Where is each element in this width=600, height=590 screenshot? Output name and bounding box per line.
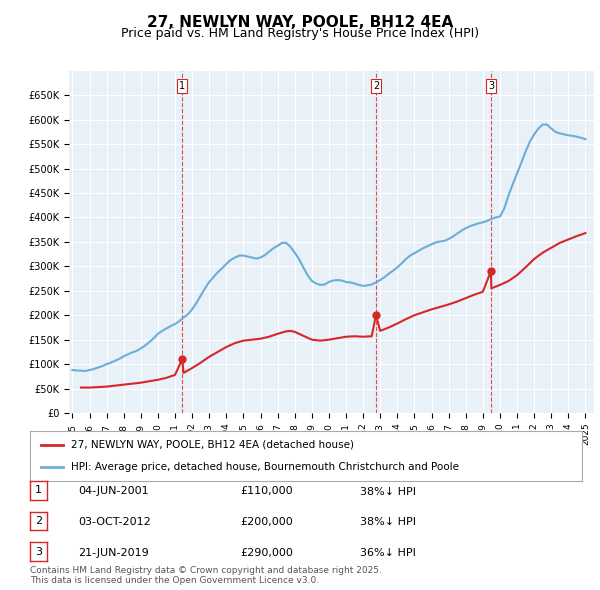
Text: 04-JUN-2001: 04-JUN-2001 — [78, 487, 149, 496]
Text: £290,000: £290,000 — [240, 548, 293, 558]
Text: 1: 1 — [35, 486, 42, 495]
Text: 38%↓ HPI: 38%↓ HPI — [360, 487, 416, 496]
Text: Contains HM Land Registry data © Crown copyright and database right 2025.
This d: Contains HM Land Registry data © Crown c… — [30, 566, 382, 585]
Text: 03-OCT-2012: 03-OCT-2012 — [78, 517, 151, 527]
Text: 2: 2 — [35, 516, 42, 526]
Text: 2: 2 — [373, 81, 379, 91]
Text: 27, NEWLYN WAY, POOLE, BH12 4EA (detached house): 27, NEWLYN WAY, POOLE, BH12 4EA (detache… — [71, 440, 355, 450]
Text: 3: 3 — [488, 81, 494, 91]
Text: £200,000: £200,000 — [240, 517, 293, 527]
Text: 1: 1 — [179, 81, 185, 91]
Text: 3: 3 — [35, 547, 42, 556]
Text: 38%↓ HPI: 38%↓ HPI — [360, 517, 416, 527]
Text: Price paid vs. HM Land Registry's House Price Index (HPI): Price paid vs. HM Land Registry's House … — [121, 27, 479, 40]
Text: 27, NEWLYN WAY, POOLE, BH12 4EA: 27, NEWLYN WAY, POOLE, BH12 4EA — [147, 15, 453, 30]
Text: 21-JUN-2019: 21-JUN-2019 — [78, 548, 149, 558]
Text: 36%↓ HPI: 36%↓ HPI — [360, 548, 416, 558]
Text: £110,000: £110,000 — [240, 487, 293, 496]
Text: HPI: Average price, detached house, Bournemouth Christchurch and Poole: HPI: Average price, detached house, Bour… — [71, 462, 460, 472]
